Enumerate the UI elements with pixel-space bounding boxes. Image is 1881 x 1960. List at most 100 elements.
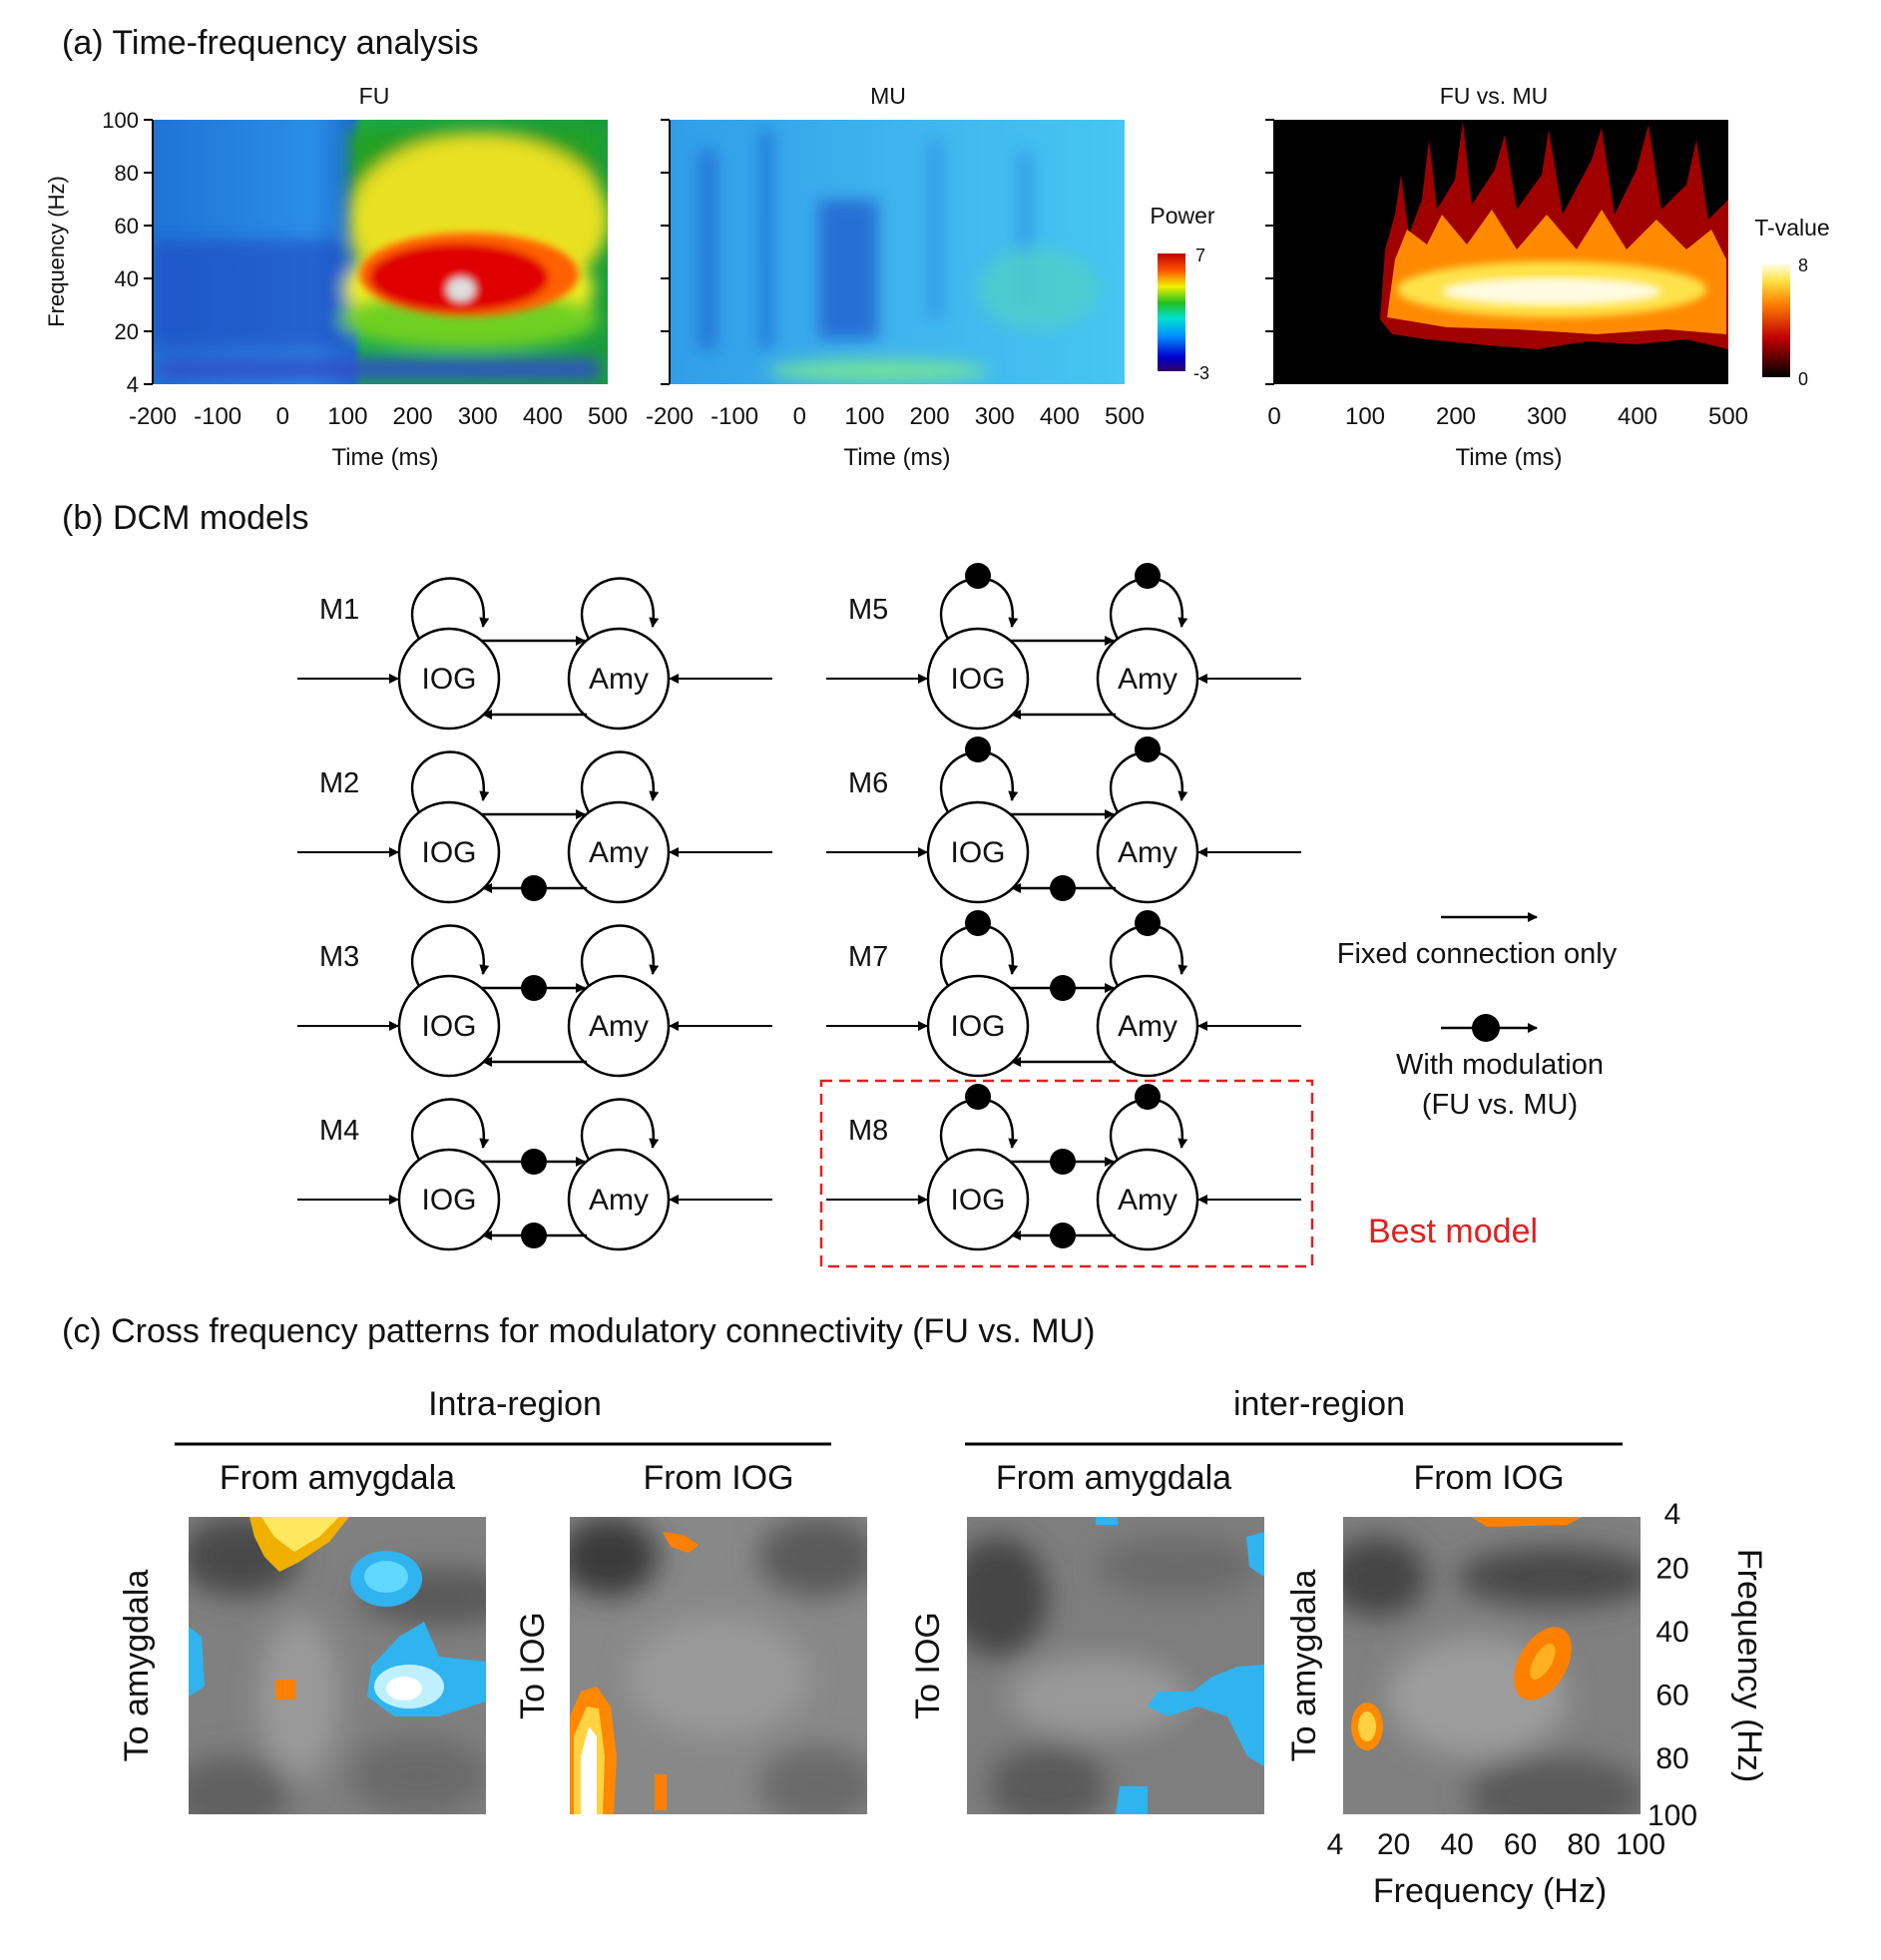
- x-tick-label: 0: [793, 403, 806, 430]
- self-modulation-dot: [1135, 910, 1161, 936]
- t-value-label: T-value: [1754, 215, 1829, 241]
- map3-top: From amygdala: [996, 1459, 1231, 1497]
- t-value-colorbar: T-value 8 0: [1754, 215, 1829, 389]
- iog-node: [397, 1148, 501, 1251]
- power-max: 7: [1195, 245, 1205, 265]
- y-tick-label: 100: [102, 108, 139, 133]
- panel-c-heading: (c) Cross frequency patterns for modulat…: [62, 1312, 1095, 1350]
- x-tick-label: 60: [1504, 1828, 1537, 1861]
- x-tick-label: 0: [1267, 403, 1280, 430]
- x-tick-label: 300: [458, 403, 498, 430]
- mu-title: MU: [870, 83, 906, 109]
- x-tick-label: 200: [393, 403, 433, 430]
- map4-top: From IOG: [1413, 1459, 1564, 1497]
- x-tick-label: 200: [910, 403, 950, 430]
- iog-node: [926, 1148, 1030, 1251]
- self-modulation-dot: [1135, 563, 1161, 589]
- y-tick-label: 4: [1664, 1498, 1681, 1531]
- x-tick-label: 4: [1327, 1828, 1344, 1861]
- legend-mod-line2: (FU vs. MU): [1422, 1089, 1578, 1121]
- y-tick-label: 80: [1655, 1742, 1688, 1775]
- t-value-max: 8: [1798, 255, 1808, 275]
- model-label: M8: [848, 1115, 888, 1147]
- iog-node: [397, 627, 501, 731]
- x-tick-label: 400: [523, 403, 563, 430]
- dcm-model-m6: M6 IOG Amy: [826, 736, 1301, 904]
- model-label: M3: [319, 941, 359, 973]
- iog-node-label: IOG: [950, 1184, 1005, 1217]
- fu-ylabel: Frequency (Hz): [44, 176, 69, 327]
- x-tick-label: 400: [1618, 403, 1657, 430]
- legend-fixed: Fixed connection only: [1337, 938, 1618, 970]
- best-model-box: [819, 1079, 1314, 1268]
- self-connection-arrow: [410, 924, 490, 987]
- x-tick-label: 300: [975, 403, 1015, 430]
- dcm-model-m1: M1 IOG Amy: [297, 577, 772, 731]
- y-tick-label: 40: [1655, 1616, 1688, 1649]
- backward-modulation-dot: [521, 1223, 547, 1248]
- panel-b-heading: (b) DCM models: [62, 499, 308, 537]
- map-from-amygdala-to-iog: From amygdala To IOG: [909, 1459, 1264, 1814]
- modulation-dot-icon: [1472, 1014, 1500, 1042]
- x-tick-label: -100: [710, 403, 758, 430]
- map-from-amygdala-to-amygdala: From amygdala To amygdala: [118, 1459, 486, 1814]
- map2-top: From IOG: [643, 1459, 793, 1497]
- forward-modulation-dot: [1050, 975, 1076, 1001]
- backward-modulation-dot: [1050, 1223, 1076, 1248]
- forward-modulation-dot: [521, 1149, 547, 1175]
- x-tick-label: 100: [844, 403, 884, 430]
- mu-plot: MU: [670, 83, 1125, 384]
- amy-node-label: Amy: [589, 1010, 649, 1043]
- amy-node-label: Amy: [1118, 663, 1177, 696]
- map-from-iog-to-iog: From IOG To IOG: [514, 1459, 867, 1814]
- power-label: Power: [1150, 203, 1215, 229]
- self-modulation-dot: [965, 910, 991, 936]
- x-tick-label: 20: [1377, 1828, 1410, 1861]
- x-tick-label: 100: [1616, 1828, 1665, 1861]
- iog-node-label: IOG: [421, 1184, 476, 1217]
- x-tick-label: 500: [1105, 403, 1145, 430]
- self-modulation-dot: [1135, 1084, 1161, 1110]
- panel-a-heading: (a) Time-frequency analysis: [62, 24, 479, 62]
- amy-node-label: Amy: [1118, 836, 1177, 869]
- forward-modulation-dot: [1050, 1149, 1076, 1175]
- iog-node: [926, 627, 1030, 731]
- dcm-model-m5: M5 IOG Amy: [826, 563, 1301, 731]
- model-label: M6: [848, 767, 888, 799]
- fu-title: FU: [359, 83, 390, 109]
- iog-node-label: IOG: [421, 663, 476, 696]
- contrast-xlabel: Time (ms): [1455, 444, 1562, 471]
- panel-c-ylabel: Frequency (Hz): [1730, 1549, 1768, 1782]
- model-label: M2: [319, 767, 359, 799]
- self-connection-arrow: [580, 577, 660, 640]
- y-tick-label: 20: [115, 319, 139, 344]
- iog-node-label: IOG: [421, 836, 476, 869]
- backward-modulation-dot: [1050, 875, 1076, 901]
- y-tick-label: 4: [127, 372, 139, 397]
- self-connection-arrow: [410, 750, 490, 813]
- iog-node-label: IOG: [950, 1010, 1005, 1043]
- forward-modulation-dot: [521, 975, 547, 1001]
- self-connection-arrow: [580, 750, 660, 813]
- model-label: M1: [319, 594, 359, 626]
- iog-node: [397, 974, 501, 1078]
- x-tick-label: 40: [1440, 1828, 1473, 1861]
- self-modulation-dot: [965, 1084, 991, 1110]
- x-tick-label: 500: [588, 403, 628, 430]
- x-tick-label: 400: [1040, 403, 1080, 430]
- y-tick-label: 60: [115, 214, 139, 239]
- map2-side: To IOG: [514, 1612, 552, 1719]
- model-label: M5: [848, 594, 888, 626]
- map-from-iog-to-amygdala: From IOG To amygdala: [1285, 1459, 1641, 1814]
- power-colorbar: Power 7 -3: [1150, 203, 1215, 383]
- x-tick-label: 300: [1527, 403, 1567, 430]
- best-model-label: Best model: [1368, 1213, 1538, 1250]
- map4-side: To amygdala: [1285, 1570, 1323, 1762]
- self-connection-arrow: [410, 1098, 490, 1161]
- x-tick-label: 80: [1567, 1828, 1600, 1861]
- self-connection-arrow: [410, 577, 490, 640]
- t-value-min: 0: [1798, 369, 1808, 389]
- x-tick-label: 500: [1708, 403, 1748, 430]
- backward-modulation-dot: [521, 875, 547, 901]
- iog-node: [397, 800, 501, 904]
